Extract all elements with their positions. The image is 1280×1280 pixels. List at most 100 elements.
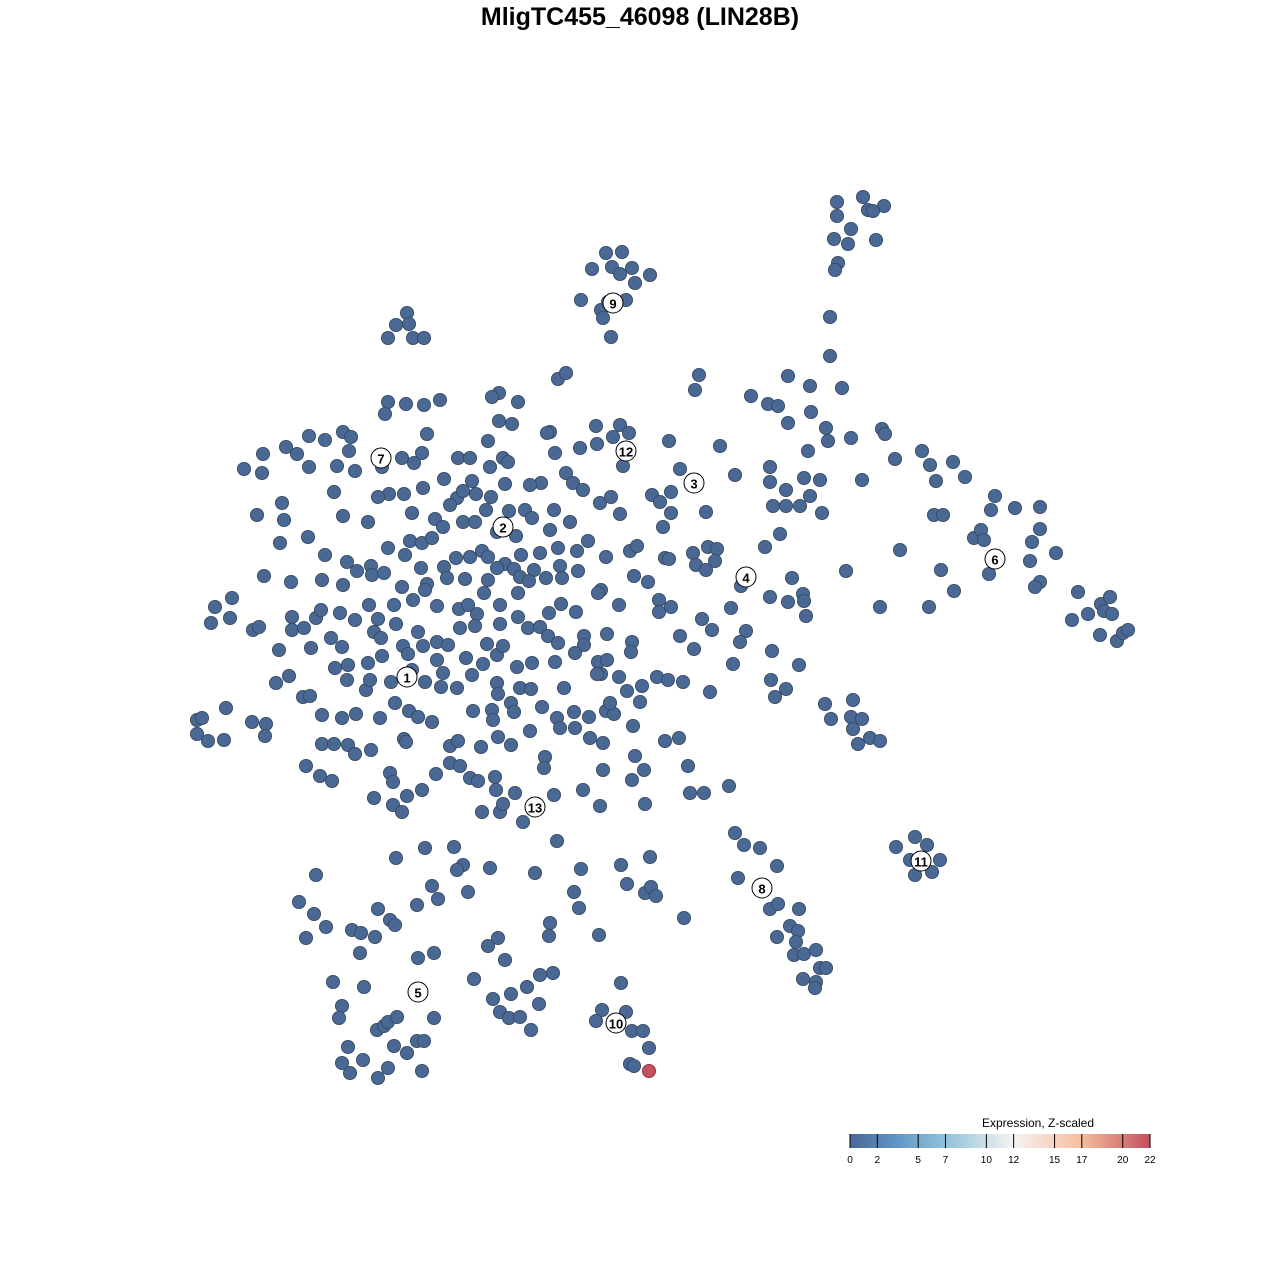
cell-point [314, 573, 329, 588]
cell-point [652, 593, 667, 608]
colorbar-tick-label: 15 [1049, 1155, 1061, 1166]
cell-point [797, 470, 812, 485]
cell-point [495, 797, 510, 812]
cell-point [324, 774, 339, 789]
cell-point [571, 564, 586, 579]
cell-point [343, 429, 358, 444]
cell-point [576, 783, 591, 798]
cell-point [662, 552, 677, 567]
cell-point [396, 486, 411, 501]
cell-point [893, 543, 908, 558]
cell-point [661, 673, 676, 688]
cell-point [480, 433, 495, 448]
cell-point [801, 443, 816, 458]
cluster-label-text: 7 [377, 452, 384, 467]
cell-point [638, 797, 653, 812]
cell-point [326, 484, 341, 499]
cell-point [764, 673, 779, 688]
cell-point [819, 420, 834, 435]
cell-point [430, 892, 445, 907]
cell-point [739, 624, 754, 639]
cell-point [920, 838, 935, 853]
cell-point [504, 416, 519, 431]
cell-point [524, 682, 539, 697]
cell-point [813, 472, 828, 487]
cell-point [824, 712, 839, 727]
cell-point [1093, 628, 1108, 643]
cell-point [1121, 623, 1136, 638]
cell-point [386, 598, 401, 613]
cell-point [404, 505, 419, 520]
cluster-label-text: 1 [403, 671, 410, 686]
cell-point [416, 1034, 431, 1049]
cell-point [555, 571, 570, 586]
cluster-label-1: 1 [396, 666, 418, 688]
cell-point [406, 455, 421, 470]
cell-point [419, 426, 434, 441]
cell-point [469, 607, 484, 622]
cluster-label-text: 12 [619, 445, 633, 460]
cell-point [624, 645, 639, 660]
cell-point [326, 737, 341, 752]
cell-point [387, 696, 402, 711]
cell-point [866, 203, 881, 218]
cell-point [340, 658, 355, 673]
cell-point [386, 1039, 401, 1054]
cell-point [216, 733, 231, 748]
cell-point [306, 907, 321, 922]
cell-point [399, 1046, 414, 1061]
cell-point [323, 631, 338, 646]
colorbar-tick-label: 10 [981, 1155, 993, 1166]
cell-point [370, 489, 385, 504]
cell-point [329, 458, 344, 473]
cell-point [596, 736, 611, 751]
cell-point [492, 617, 507, 632]
cell-point [464, 473, 479, 488]
cell-point [625, 773, 640, 788]
cluster-label-circle [984, 548, 1006, 570]
cell-point [409, 898, 424, 913]
cell-point [543, 523, 558, 538]
cell-point [533, 546, 548, 561]
cell-point [256, 569, 271, 584]
cell-point [537, 761, 552, 776]
cell-point [364, 568, 379, 583]
cell-point [724, 601, 739, 616]
cell-point [467, 619, 482, 634]
cell-point [361, 598, 376, 613]
cell-point [1105, 607, 1120, 622]
cell-point [514, 548, 529, 563]
cell-point [683, 786, 698, 801]
cell-point [873, 600, 888, 615]
cell-point [763, 590, 778, 605]
cell-point [415, 480, 430, 495]
cell-point [347, 747, 362, 762]
cell-point [542, 606, 557, 621]
cell-point [839, 564, 854, 579]
cell-point [642, 1041, 657, 1056]
cell-point [489, 561, 504, 576]
cluster-label-6: 6 [984, 548, 1006, 570]
colorbar-legend: Expression, Z-scaled 0 2 5 7 10 12 15 17 20 22 [847, 1116, 1156, 1166]
cell-point [535, 700, 550, 715]
cell-point [224, 591, 239, 606]
cell-point [480, 939, 495, 954]
cluster-label-text: 10 [609, 1017, 623, 1032]
cell-point [574, 292, 589, 307]
cell-point [506, 705, 521, 720]
cell-point [372, 711, 387, 726]
cell-point [460, 885, 475, 900]
cluster-label-text: 13 [528, 801, 542, 816]
cell-point [1033, 522, 1048, 537]
cell-point [278, 439, 293, 454]
cell-point [548, 655, 563, 670]
cell-point [509, 660, 524, 675]
cell-point [462, 450, 477, 465]
cell-point [436, 471, 451, 486]
cell-point [433, 680, 448, 695]
cell-point [604, 489, 619, 504]
cell-point [728, 467, 743, 482]
cell-point [424, 879, 439, 894]
cell-point [325, 975, 340, 990]
cell-point [908, 830, 923, 845]
